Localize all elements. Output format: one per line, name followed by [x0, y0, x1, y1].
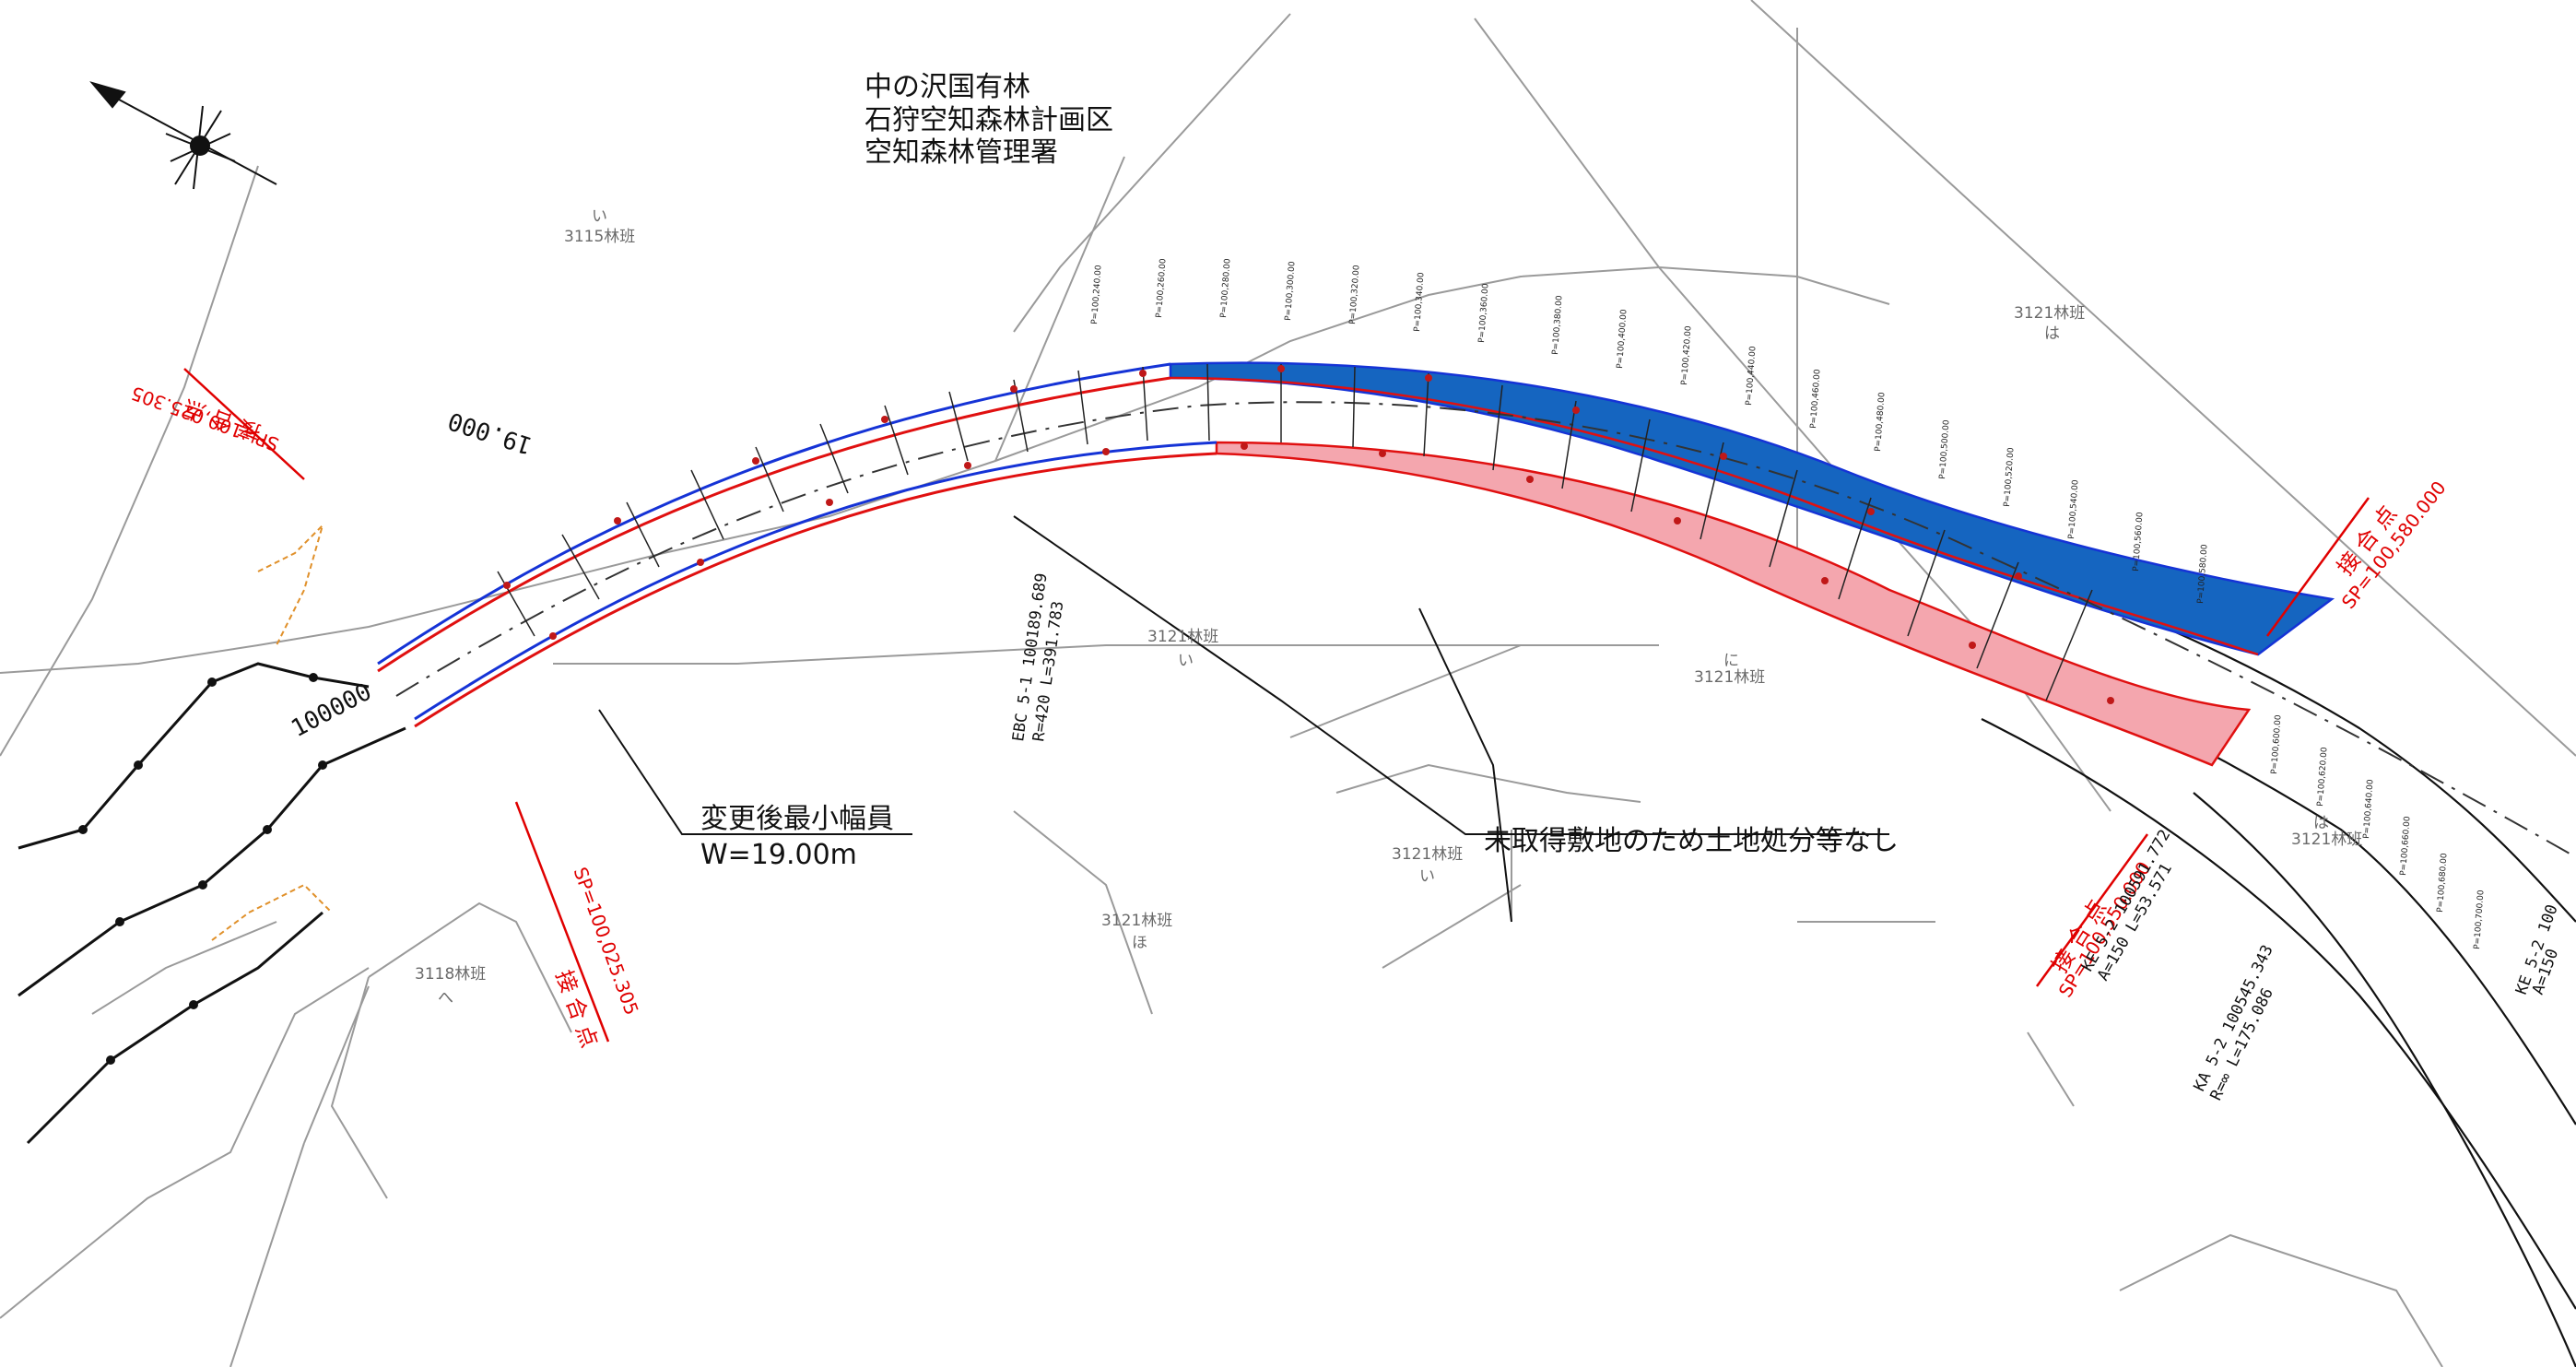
stand-3115-sub: い — [592, 207, 607, 226]
survey-points — [503, 365, 2114, 704]
no-disposal-note: 未取得敷地のため土地処分等なし — [1484, 825, 1899, 857]
chainage-label: P=100,280.00 — [1219, 258, 1232, 318]
chainage-labels: P=100,240.00 P=100,260.00 P=100,280.00 P=10… — [1090, 258, 2486, 949]
stand-3121-ho-sub: ほ — [1132, 934, 1147, 952]
planning-district: 石狩空知森林計画区 — [865, 104, 1113, 136]
road-edges — [377, 362, 2259, 728]
chainage-label: P=100,300.00 — [1284, 261, 1297, 321]
stand-3121-ha-sub: は — [2044, 324, 2060, 343]
chainage-label: P=100,600.00 — [2270, 714, 2283, 774]
chainage-label: P=100,460.00 — [1809, 369, 1822, 429]
chainage-label: P=100,340.00 — [1413, 272, 1426, 332]
junction-markers — [183, 368, 2370, 1043]
station-100000: 100000 — [287, 678, 376, 744]
chainage-label: P=100,360.00 — [1477, 283, 1490, 343]
station-ticks — [497, 363, 2093, 701]
chainage-label: P=100,420.00 — [1680, 325, 1693, 385]
stand-3121-i-b-sub: い — [1419, 867, 1435, 886]
chainage-label: P=100,380.00 — [1551, 295, 1564, 355]
stand-3118-sub: へ — [438, 989, 453, 1008]
reduction-area-pink — [1215, 441, 2252, 767]
chainage-label: P=100,400.00 — [1616, 309, 1629, 369]
chainage-label: P=100,440.00 — [1745, 346, 1758, 406]
forest-name: 中の沢国有林 — [865, 71, 1030, 103]
stand-3121-ha-b: 3121林班 — [2291, 831, 2362, 849]
management-office: 空知森林管理署 — [865, 136, 1058, 169]
expansion-area-blue — [1169, 361, 2335, 656]
chainage-label: P=100,520.00 — [2003, 447, 2016, 507]
road-centerline — [395, 401, 2576, 858]
stand-3121-i-a-sub: い — [1178, 652, 1194, 670]
stand-3121-ha: 3121林班 — [2014, 304, 2085, 323]
width-19-label: 19.000 — [445, 406, 536, 459]
min-width-value: W=19.00m — [700, 839, 857, 871]
chainage-label: P=100,660.00 — [2399, 816, 2412, 876]
chainage-label: P=100,640.00 — [2362, 779, 2375, 839]
chainage-label: P=100,540.00 — [2067, 479, 2080, 539]
chainage-label: P=100,320.00 — [1348, 265, 1361, 324]
stand-3121-ha-b-sub: は — [2313, 814, 2329, 832]
chainage-label: P=100,680.00 — [2436, 853, 2449, 913]
chainage-label: P=100,700.00 — [2473, 890, 2486, 949]
stand-3121-i-a: 3121林班 — [1147, 628, 1218, 646]
chainage-label: P=100,580.00 — [2196, 544, 2209, 604]
junction-left-top-sp: SP=100,025.305 — [128, 382, 282, 455]
stand-3115: 3115林班 — [564, 228, 635, 246]
traverse-orange — [211, 522, 333, 941]
stand-3121-i-b: 3121林班 — [1392, 845, 1463, 864]
min-width-title: 変更後最小幅員 — [700, 803, 894, 835]
chainage-label: P=100,240.00 — [1090, 265, 1103, 324]
leader-lines — [598, 515, 1889, 923]
chainage-label: P=100,480.00 — [1874, 392, 1887, 452]
existing-road-points — [78, 673, 327, 1065]
stand-3121-ni: 3121林班 — [1694, 668, 1765, 687]
chainage-label: P=100,500.00 — [1938, 419, 1951, 479]
stand-3121-ni-sub: に — [1723, 652, 1739, 670]
stand-3121-ho: 3121林班 — [1101, 912, 1172, 930]
north-arrow-icon — [89, 81, 277, 190]
stand-3118: 3118林班 — [415, 965, 486, 984]
chainage-label: P=100,260.00 — [1155, 258, 1168, 318]
chainage-label: P=100,620.00 — [2316, 747, 2329, 807]
existing-road-left — [18, 662, 406, 1145]
chainage-label: P=100,560.00 — [2132, 512, 2145, 572]
